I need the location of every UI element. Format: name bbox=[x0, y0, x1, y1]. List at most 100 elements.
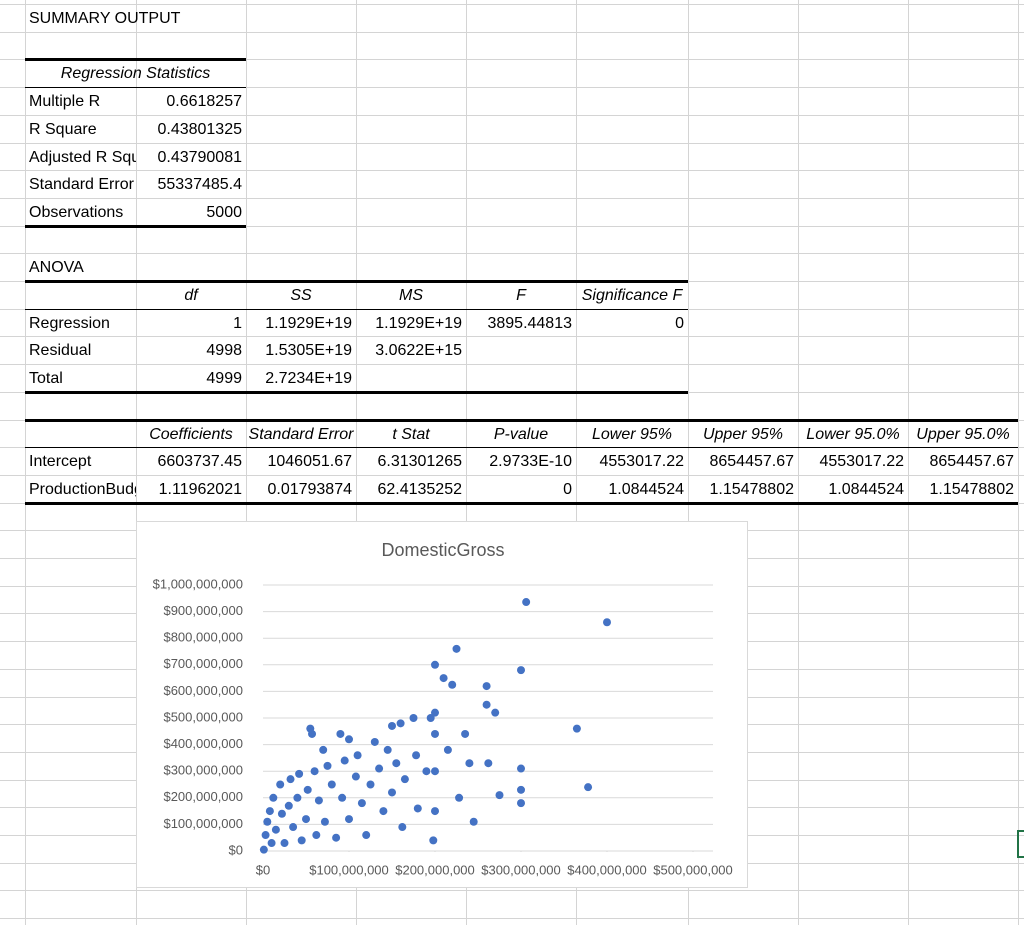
y-tick-label: $900,000,000 bbox=[163, 603, 243, 618]
cell: Lower 95% bbox=[576, 421, 688, 448]
cell: 1.0844524 bbox=[828, 480, 904, 498]
point bbox=[431, 729, 439, 738]
table-rule bbox=[25, 309, 688, 310]
point bbox=[302, 815, 310, 824]
selected-cell[interactable] bbox=[1017, 830, 1024, 858]
cell: df bbox=[136, 282, 246, 309]
cell: 4998 bbox=[206, 342, 242, 360]
cell: 1.15478802 bbox=[709, 480, 794, 498]
cell: 1.11962021 bbox=[158, 480, 242, 498]
point bbox=[383, 745, 392, 754]
cell: 4553017.22 bbox=[819, 453, 904, 471]
point bbox=[448, 680, 457, 689]
point bbox=[293, 793, 302, 802]
x-tick-label: $300,000,000 bbox=[481, 862, 561, 877]
cell-text: Significance F bbox=[581, 287, 683, 304]
x-tick-label: $400,000,000 bbox=[567, 862, 647, 877]
point bbox=[345, 735, 353, 744]
cell: ANOVA bbox=[29, 259, 84, 277]
y-tick-label: $1,000,000,000 bbox=[153, 576, 243, 591]
point bbox=[338, 793, 347, 802]
table-rule bbox=[25, 419, 1018, 422]
point bbox=[412, 751, 421, 760]
table-rule bbox=[25, 280, 688, 283]
point bbox=[431, 708, 439, 717]
cell: Significance F bbox=[576, 282, 688, 309]
point bbox=[375, 764, 384, 773]
y-tick-label: $500,000,000 bbox=[163, 709, 243, 724]
point bbox=[431, 660, 439, 669]
cell: 6.31301265 bbox=[377, 453, 462, 471]
chart-title: DomesticGross bbox=[381, 540, 504, 560]
cell: Upper 95% bbox=[688, 421, 798, 448]
cell: 2.9733E-10 bbox=[489, 453, 572, 471]
point bbox=[469, 817, 478, 826]
cell: Total bbox=[29, 370, 63, 388]
cell-text: Upper 95.0% bbox=[916, 425, 1010, 443]
cell: Standard Error bbox=[246, 421, 356, 448]
cell: 8654457.67 bbox=[709, 453, 794, 471]
point bbox=[396, 719, 405, 728]
point bbox=[261, 831, 270, 840]
point bbox=[332, 833, 341, 842]
point bbox=[310, 767, 319, 776]
cell-text: Regression Statistics bbox=[60, 65, 211, 83]
y-tick-label: $800,000,000 bbox=[163, 630, 243, 645]
cell: 1.0844524 bbox=[608, 480, 684, 498]
point bbox=[259, 845, 268, 854]
cell: Observations bbox=[29, 203, 124, 221]
point bbox=[336, 729, 345, 738]
cell: 55337485.4 bbox=[157, 176, 242, 194]
point bbox=[603, 618, 611, 627]
cell: Standard Error bbox=[29, 176, 134, 194]
cell: 3.0622E+15 bbox=[375, 342, 462, 360]
point bbox=[289, 823, 298, 832]
cell: 6603737.45 bbox=[157, 453, 242, 471]
cell: 2.7234E+19 bbox=[265, 370, 352, 388]
table-rule bbox=[25, 225, 246, 228]
point bbox=[327, 780, 336, 789]
y-tick-label: $100,000,000 bbox=[163, 816, 243, 831]
point bbox=[517, 799, 525, 808]
point bbox=[517, 666, 525, 675]
cell-text: t Stat bbox=[392, 425, 430, 443]
y-tick-label: $200,000,000 bbox=[163, 789, 243, 804]
scatter-chart[interactable]: DomesticGross $0 $100,000,000 $200,000,000… bbox=[136, 521, 748, 888]
cell: 0.6618257 bbox=[166, 93, 242, 111]
cell-text: MS bbox=[399, 287, 423, 304]
cell-text: Coefficients bbox=[149, 425, 233, 443]
cell: 0.43790081 bbox=[157, 148, 242, 166]
cell: 3895.44813 bbox=[487, 314, 572, 332]
cell: SS bbox=[246, 282, 356, 309]
cell: ProductionBudget bbox=[29, 480, 136, 498]
cell-text: F bbox=[516, 287, 526, 304]
point bbox=[409, 714, 418, 722]
point bbox=[284, 801, 293, 810]
cell: R Square bbox=[29, 120, 97, 138]
cell-text: Upper 95% bbox=[702, 425, 784, 443]
point bbox=[465, 759, 474, 768]
point bbox=[491, 708, 500, 717]
point bbox=[277, 809, 286, 818]
point bbox=[308, 729, 317, 738]
point bbox=[353, 751, 362, 760]
point bbox=[276, 780, 285, 789]
point bbox=[452, 644, 461, 653]
cell-text: df bbox=[184, 287, 198, 304]
point bbox=[267, 839, 276, 848]
point bbox=[431, 767, 439, 776]
cell-text: Lower 95% bbox=[591, 425, 673, 443]
cell: Residual bbox=[29, 342, 92, 360]
point bbox=[484, 759, 493, 768]
point bbox=[362, 831, 371, 840]
cell: 0 bbox=[563, 480, 572, 498]
point bbox=[455, 793, 464, 802]
point bbox=[357, 799, 366, 808]
point bbox=[388, 788, 396, 797]
y-tick-label: $600,000,000 bbox=[163, 683, 243, 698]
point bbox=[286, 775, 295, 784]
x-tick-label: $0 bbox=[256, 862, 270, 877]
cell-text: P-value bbox=[493, 425, 549, 443]
cell: 0.43801325 bbox=[157, 120, 242, 138]
cell: 1.15478802 bbox=[929, 480, 1014, 498]
